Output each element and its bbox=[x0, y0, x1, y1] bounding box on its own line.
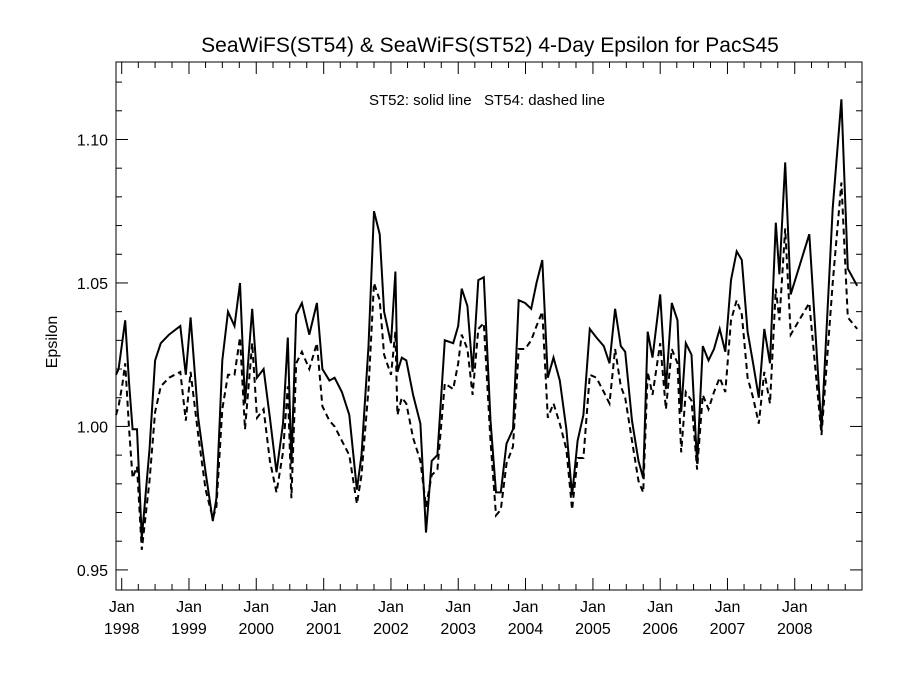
series-legend-note: ST52: solid line ST54: dashed line bbox=[369, 92, 605, 109]
series-line-st52 bbox=[115, 99, 859, 539]
y-tick-label: 1.10 bbox=[77, 132, 108, 149]
x-tick-label-year: 1998 bbox=[104, 621, 140, 638]
x-tick-label-month: Jan bbox=[311, 599, 337, 616]
x-tick-label-year: 2007 bbox=[710, 621, 746, 638]
x-tick-label-year: 2004 bbox=[508, 621, 544, 638]
y-tick-label: 1.05 bbox=[77, 276, 108, 293]
y-axis-label: Epsilon bbox=[44, 316, 61, 368]
y-tick-label: 0.95 bbox=[77, 563, 108, 580]
x-tick-label-month: Jan bbox=[715, 599, 741, 616]
x-tick-label-year: 2002 bbox=[373, 621, 409, 638]
x-tick-label-month: Jan bbox=[647, 599, 673, 616]
x-tick-label-month: Jan bbox=[580, 599, 606, 616]
x-tick-label-year: 2000 bbox=[238, 621, 274, 638]
series-line-st54 bbox=[115, 182, 858, 550]
y-axis-ticks: 0.95 1.00 1.05 1.10 bbox=[77, 132, 862, 580]
x-tick-label-month: Jan bbox=[782, 599, 808, 616]
x-tick-label-year: 2008 bbox=[777, 621, 813, 638]
x-tick-label-month: Jan bbox=[445, 599, 471, 616]
plot-frame bbox=[115, 61, 863, 591]
x-tick-label-year: 2006 bbox=[642, 621, 678, 638]
minor-tick-marks bbox=[116, 62, 862, 590]
x-tick-label-year: 1999 bbox=[171, 621, 207, 638]
x-tick-label-month: Jan bbox=[109, 599, 135, 616]
x-tick-label-month: Jan bbox=[176, 599, 202, 616]
x-tick-label-month: Jan bbox=[378, 599, 404, 616]
x-tick-label-month: Jan bbox=[243, 599, 269, 616]
series-layer bbox=[115, 99, 859, 550]
chart-title: SeaWiFS(ST54) & SeaWiFS(ST52) 4-Day Epsi… bbox=[201, 34, 779, 57]
x-tick-label-month: Jan bbox=[513, 599, 539, 616]
x-axis-ticks: Jan 1998 Jan 1999 Jan 2000 Jan 2001 Jan 2002 Jan 20… bbox=[104, 62, 813, 638]
x-tick-label-year: 2005 bbox=[575, 621, 611, 638]
y-tick-label: 1.00 bbox=[77, 419, 108, 436]
x-tick-label-year: 2001 bbox=[306, 621, 342, 638]
x-tick-label-year: 2003 bbox=[440, 621, 476, 638]
